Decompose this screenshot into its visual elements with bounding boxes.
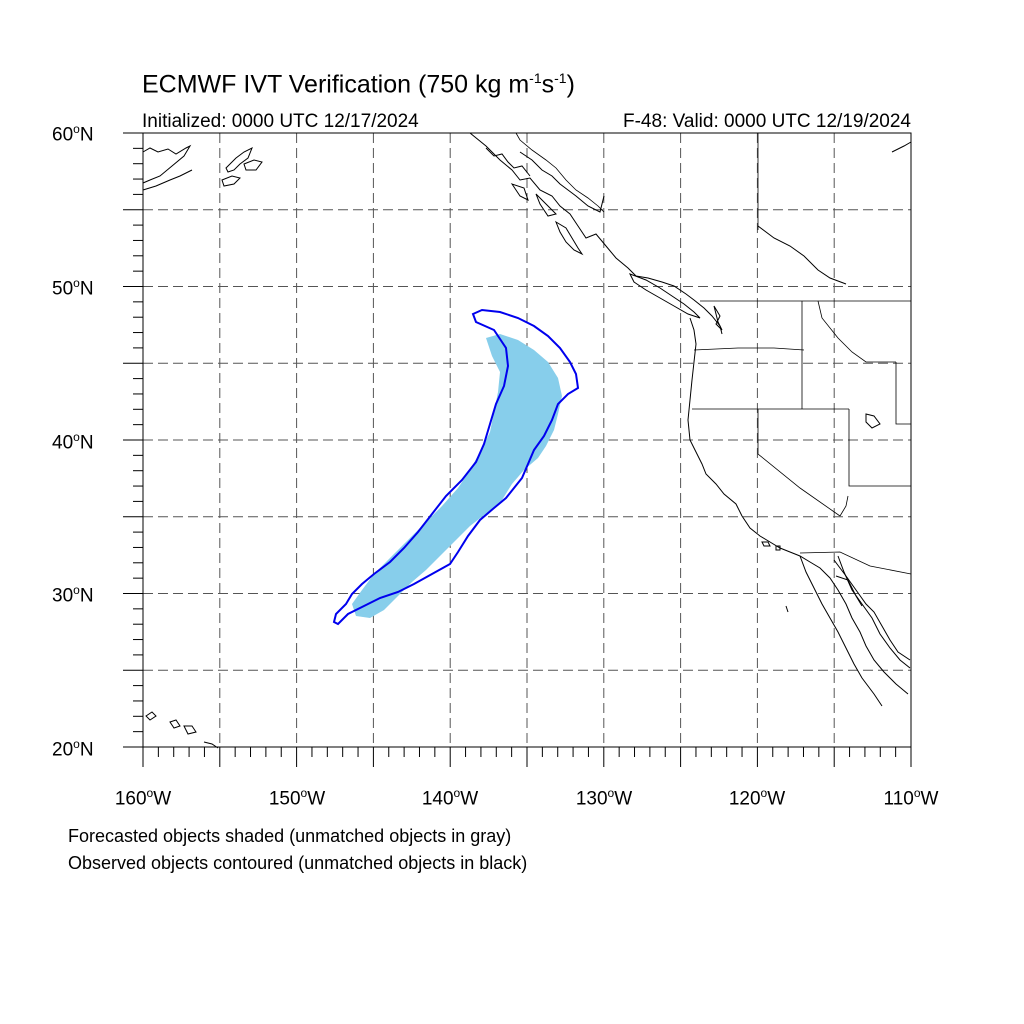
valid-time: F-48: Valid: 0000 UTC 12/19/2024 <box>623 111 911 132</box>
lon-label-140w: 140oW <box>421 786 479 810</box>
map-title: ECMWF IVT Verification (750 kg m-1s-1) <box>142 70 575 99</box>
forecast-legend-note: Forecasted objects shaded (unmatched obj… <box>68 826 512 846</box>
lon-label-130w: 130oW <box>575 786 633 810</box>
observed-object-contour <box>332 308 580 626</box>
axis-ticks <box>123 132 912 767</box>
lat-label-20n: 20oN <box>52 737 94 761</box>
lon-label-150w: 150oW <box>268 786 326 810</box>
lon-label-110w: 110oW <box>883 786 939 810</box>
lat-label-40n: 40oN <box>52 430 94 454</box>
lon-label-160w: 160oW <box>114 786 172 810</box>
lat-label-30n: 30oN <box>52 583 94 607</box>
political-borders <box>515 132 912 575</box>
lon-label-120w: 120oW <box>728 786 786 810</box>
lat-label-60n: 60oN <box>52 122 94 146</box>
map-frame <box>142 132 912 748</box>
observed-legend-note: Observed objects contoured (unmatched ob… <box>68 853 528 873</box>
coastlines <box>142 132 912 749</box>
forecast-object-shading <box>352 334 562 618</box>
initialized-time: Initialized: 0000 UTC 12/17/2024 <box>142 111 419 132</box>
lat-label-50n: 50oN <box>52 276 94 300</box>
